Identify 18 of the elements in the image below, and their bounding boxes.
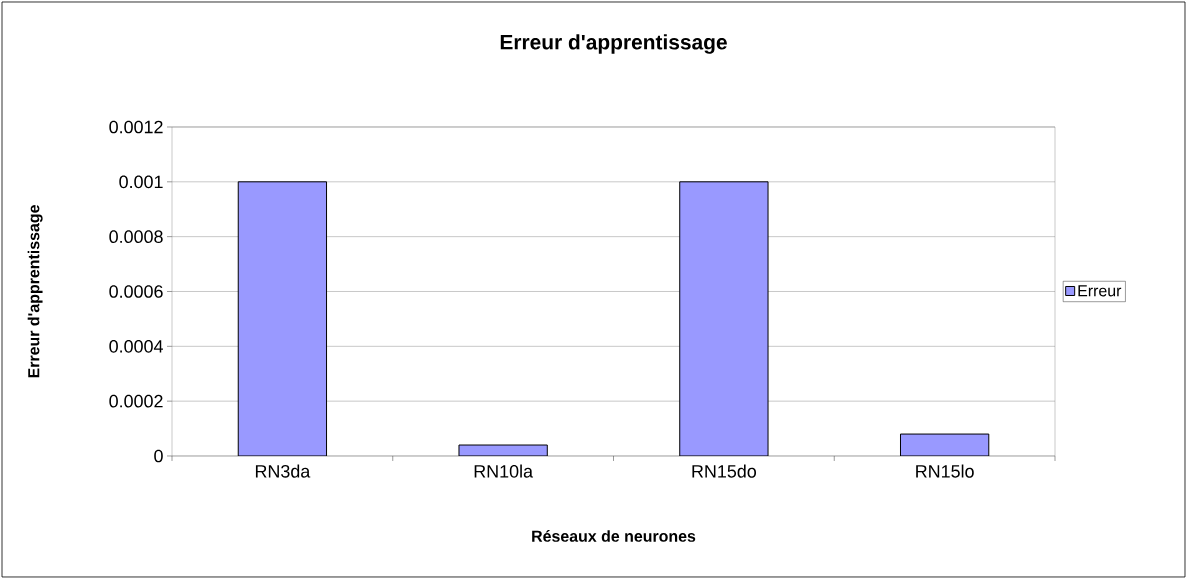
x-tick-label: RN3da — [255, 464, 311, 478]
y-tick-label: 0.001 — [119, 175, 163, 189]
x-tick-label: RN15lo — [916, 464, 974, 478]
bar — [679, 181, 769, 456]
y-axis-title: Erreur d'apprentissage — [27, 205, 43, 378]
y-tick-label: 0.0004 — [109, 339, 163, 353]
x-axis-title: Réseaux de neurones — [532, 530, 696, 542]
y-tick-label: 0 — [154, 449, 163, 463]
legend-label: Erreur — [1078, 285, 1122, 297]
bar — [237, 181, 328, 456]
bar — [899, 433, 990, 456]
y-tick-label: 0.0006 — [109, 285, 163, 298]
y-tick-label: 0.0012 — [109, 120, 163, 134]
x-tick-label: RN10la — [474, 464, 534, 478]
chart-title: Erreur d'apprentissage — [500, 34, 727, 54]
x-tick-label: RN15do — [692, 464, 757, 478]
y-tick-label: 0.0008 — [109, 230, 163, 243]
y-tick-label: 0.0002 — [109, 394, 163, 408]
